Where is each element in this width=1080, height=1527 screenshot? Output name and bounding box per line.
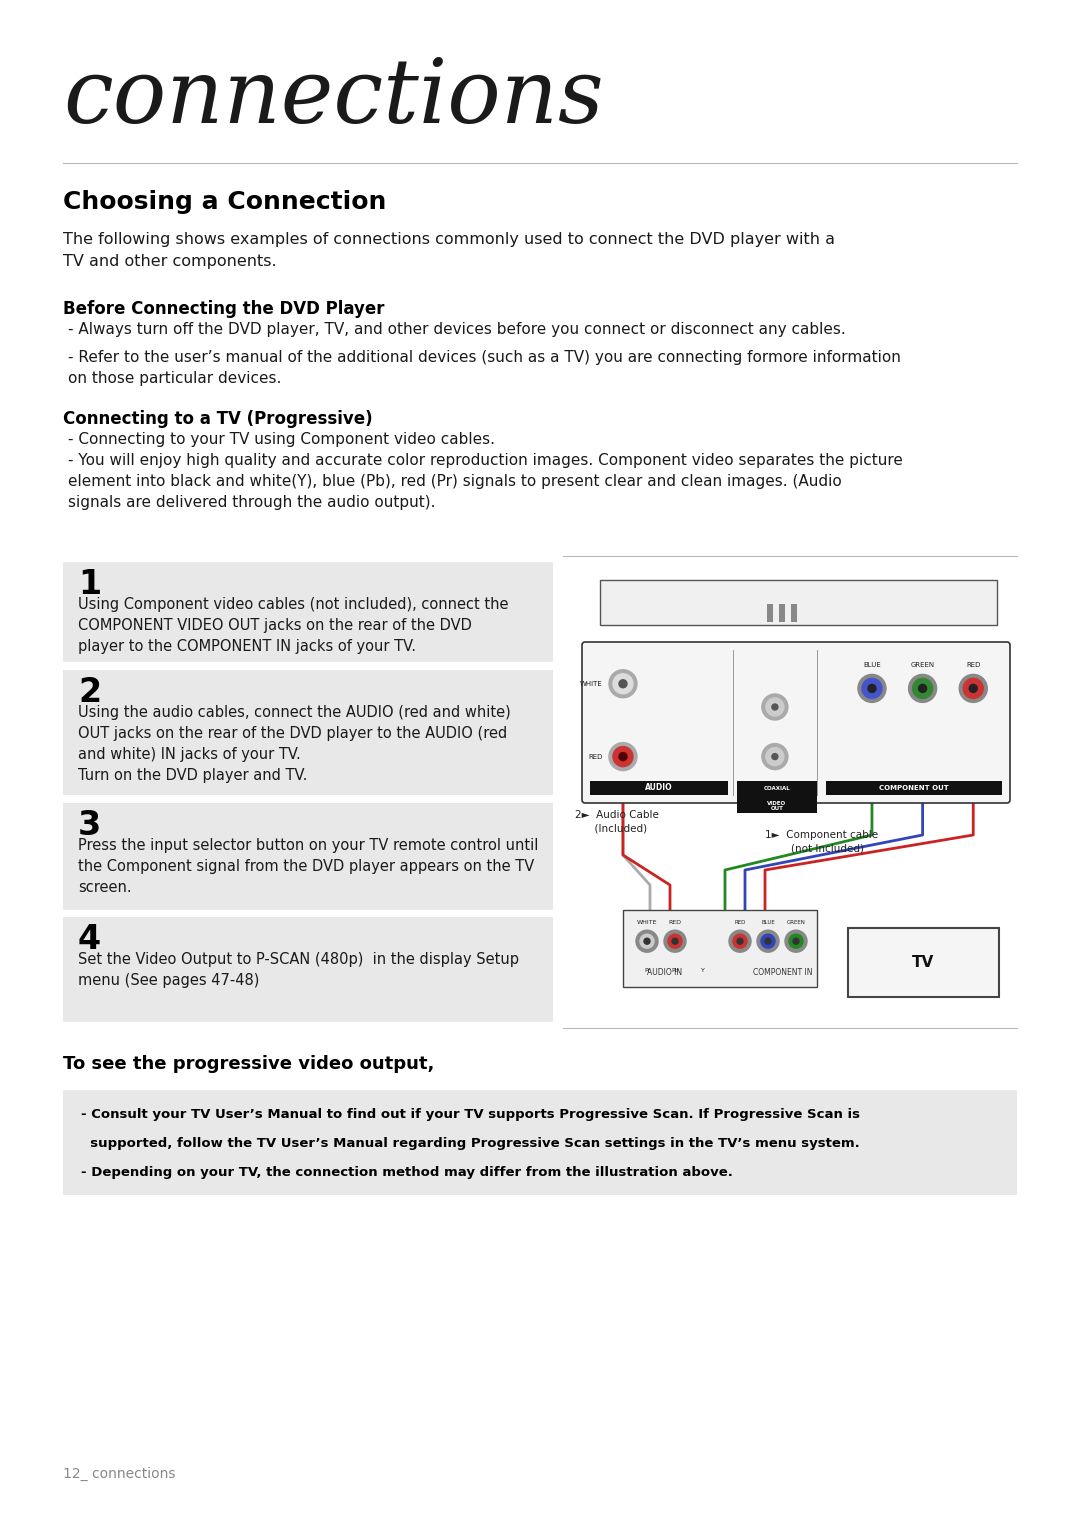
FancyBboxPatch shape bbox=[600, 580, 997, 625]
Bar bbox=[767, 605, 773, 621]
Text: COAXIAL: COAXIAL bbox=[764, 785, 791, 791]
Text: Using Component video cables (not included), connect the
COMPONENT VIDEO OUT jac: Using Component video cables (not includ… bbox=[78, 597, 509, 654]
Circle shape bbox=[908, 675, 936, 702]
Circle shape bbox=[737, 938, 743, 944]
Circle shape bbox=[609, 670, 637, 698]
Text: To see the progressive video output,: To see the progressive video output, bbox=[63, 1055, 434, 1073]
Circle shape bbox=[619, 680, 627, 687]
Text: RED: RED bbox=[669, 921, 681, 925]
Circle shape bbox=[772, 704, 778, 710]
Text: BLUE: BLUE bbox=[863, 663, 881, 669]
Circle shape bbox=[919, 684, 927, 692]
Circle shape bbox=[761, 935, 775, 948]
Bar bbox=[63, 1090, 1017, 1196]
Text: - Consult your TV User’s Manual to find out if your TV supports Progressive Scan: - Consult your TV User’s Manual to find … bbox=[81, 1109, 860, 1121]
Text: RED: RED bbox=[734, 921, 745, 925]
Bar bbox=[791, 605, 797, 621]
Bar bbox=[590, 780, 729, 796]
FancyBboxPatch shape bbox=[623, 910, 816, 986]
Circle shape bbox=[733, 935, 747, 948]
FancyBboxPatch shape bbox=[582, 641, 1010, 803]
Text: COMPONENT OUT: COMPONENT OUT bbox=[879, 785, 948, 791]
Text: WHITE: WHITE bbox=[637, 921, 658, 925]
Text: - Depending on your TV, the connection method may differ from the illustration a: - Depending on your TV, the connection m… bbox=[81, 1167, 733, 1179]
Bar bbox=[825, 780, 1002, 796]
Text: Choosing a Connection: Choosing a Connection bbox=[63, 189, 387, 214]
Bar bbox=[779, 605, 785, 621]
Text: Set the Video Output to P-SCAN (480p)  in the display Setup
menu (See pages 47-4: Set the Video Output to P-SCAN (480p) in… bbox=[78, 951, 519, 988]
Text: - You will enjoy high quality and accurate color reproduction images. Component : - You will enjoy high quality and accura… bbox=[68, 454, 903, 510]
Circle shape bbox=[672, 938, 678, 944]
Text: - Always turn off the DVD player, TV, and other devices before you connect or di: - Always turn off the DVD player, TV, an… bbox=[68, 322, 846, 337]
Text: 3: 3 bbox=[78, 809, 102, 841]
Circle shape bbox=[793, 938, 799, 944]
Text: AUDIO IN: AUDIO IN bbox=[647, 968, 683, 977]
Text: RED: RED bbox=[589, 754, 603, 759]
Bar bbox=[737, 786, 818, 812]
Circle shape bbox=[757, 930, 779, 953]
Text: Using the audio cables, connect the AUDIO (red and white)
OUT jacks on the rear : Using the audio cables, connect the AUDI… bbox=[78, 705, 511, 783]
Circle shape bbox=[619, 753, 627, 760]
Circle shape bbox=[664, 930, 686, 953]
Circle shape bbox=[609, 742, 637, 771]
Text: The following shows examples of connections commonly used to connect the DVD pla: The following shows examples of connecti… bbox=[63, 232, 835, 269]
Circle shape bbox=[963, 678, 983, 698]
Circle shape bbox=[766, 698, 784, 716]
Text: GREEN: GREEN bbox=[910, 663, 934, 669]
Text: Y: Y bbox=[701, 968, 705, 973]
Text: Connecting to a TV (Progressive): Connecting to a TV (Progressive) bbox=[63, 411, 373, 428]
Circle shape bbox=[766, 748, 784, 765]
Circle shape bbox=[761, 744, 788, 770]
Text: 12_ connections: 12_ connections bbox=[63, 1467, 175, 1481]
Text: 1: 1 bbox=[78, 568, 102, 602]
Circle shape bbox=[868, 684, 876, 692]
Text: Pr: Pr bbox=[644, 968, 650, 973]
Text: 2: 2 bbox=[78, 676, 102, 709]
Circle shape bbox=[640, 935, 654, 948]
Text: - Refer to the user’s manual of the additional devices (such as a TV) you are co: - Refer to the user’s manual of the addi… bbox=[68, 350, 901, 386]
Circle shape bbox=[729, 930, 751, 953]
Bar bbox=[63, 918, 553, 1022]
Text: VIDEO
OUT: VIDEO OUT bbox=[768, 800, 786, 811]
Text: 4: 4 bbox=[78, 922, 102, 956]
Text: GREEN: GREEN bbox=[786, 921, 806, 925]
Text: TV: TV bbox=[913, 954, 934, 970]
FancyBboxPatch shape bbox=[848, 928, 999, 997]
Circle shape bbox=[644, 938, 650, 944]
Text: 1►  Component cable
        (not Included): 1► Component cable (not Included) bbox=[765, 831, 878, 854]
Text: supported, follow the TV User’s Manual regarding Progressive Scan settings in th: supported, follow the TV User’s Manual r… bbox=[81, 1138, 860, 1150]
Text: - Connecting to your TV using Component video cables.: - Connecting to your TV using Component … bbox=[68, 432, 495, 447]
Circle shape bbox=[613, 673, 633, 693]
Circle shape bbox=[765, 938, 771, 944]
Text: connections: connections bbox=[63, 55, 604, 142]
Circle shape bbox=[613, 747, 633, 767]
Text: Press the input selector button on your TV remote control until
the Component si: Press the input selector button on your … bbox=[78, 838, 538, 895]
Text: Pb: Pb bbox=[671, 968, 679, 973]
Circle shape bbox=[969, 684, 977, 692]
Circle shape bbox=[761, 693, 788, 721]
Text: Before Connecting the DVD Player: Before Connecting the DVD Player bbox=[63, 299, 384, 318]
Bar bbox=[63, 803, 553, 910]
Text: BLUE: BLUE bbox=[761, 921, 774, 925]
Bar bbox=[63, 670, 553, 796]
Text: COMPONENT IN: COMPONENT IN bbox=[753, 968, 813, 977]
Bar bbox=[737, 780, 818, 796]
Text: AUDIO: AUDIO bbox=[646, 783, 673, 793]
Circle shape bbox=[862, 678, 882, 698]
Text: 2►  Audio Cable
      (Included): 2► Audio Cable (Included) bbox=[575, 809, 659, 834]
Text: WHITE: WHITE bbox=[580, 681, 603, 687]
Circle shape bbox=[636, 930, 658, 953]
Circle shape bbox=[785, 930, 807, 953]
Circle shape bbox=[858, 675, 886, 702]
Text: RED: RED bbox=[966, 663, 981, 669]
Bar bbox=[63, 562, 553, 663]
Circle shape bbox=[789, 935, 804, 948]
Circle shape bbox=[959, 675, 987, 702]
Circle shape bbox=[913, 678, 933, 698]
Circle shape bbox=[772, 754, 778, 759]
Circle shape bbox=[669, 935, 681, 948]
